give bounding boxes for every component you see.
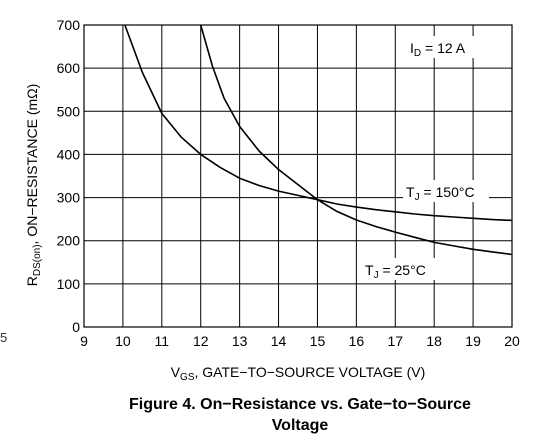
x-tick-label: 14 (271, 333, 287, 349)
condition-label-bg (406, 36, 488, 58)
x-tick-labels: 9 10 11 12 13 14 15 16 17 18 19 20 (80, 333, 520, 349)
page-edge-mark: 5 (0, 330, 8, 345)
y-tick-labels: 0 100 200 300 400 500 600 700 (57, 17, 81, 335)
x-tick-label: 15 (310, 333, 326, 349)
grid (83, 24, 513, 328)
y-tick-label: 300 (57, 190, 81, 206)
figure-caption: Figure 4. On−Resistance vs. Gate−to−Sour… (129, 396, 471, 413)
x-tick-label: 19 (465, 333, 481, 349)
series-label-25c-bg (362, 258, 444, 280)
x-tick-label: 16 (349, 333, 365, 349)
y-tick-label: 700 (57, 17, 81, 33)
x-tick-label: 20 (504, 333, 520, 349)
chart-svg: 9 10 11 12 13 14 15 16 17 18 19 20 0 100 200 300 400 500… (24, 17, 520, 383)
figure-caption-line2: Voltage (271, 417, 329, 434)
x-tick-label: 9 (80, 333, 88, 349)
y-tick-label: 200 (57, 233, 81, 249)
x-axis-label: VGS, GATE−TO−SOURCE VOLTAGE (V) (171, 364, 426, 383)
series-line-25c (199, 24, 513, 256)
x-tick-label: 12 (193, 333, 209, 349)
x-tick-label: 10 (115, 333, 131, 349)
x-tick-label: 17 (387, 333, 403, 349)
y-tick-label: 100 (57, 276, 81, 292)
x-tick-label: 18 (426, 333, 442, 349)
y-tick-label: 0 (72, 319, 80, 335)
series-label-150c: TJ = 150°C (406, 184, 475, 203)
y-axis-label: RDS(on), ON−RESISTANCE (mΩ) (24, 84, 43, 287)
series-label-25c: TJ = 25°C (365, 262, 426, 281)
plot-frame (83, 24, 513, 328)
series-label-150c-bg (403, 180, 489, 202)
y-tick-label: 500 (57, 103, 81, 119)
y-tick-label: 400 (57, 146, 81, 162)
curves (124, 24, 513, 256)
x-tick-label: 11 (155, 333, 170, 349)
x-tick-label: 13 (232, 333, 248, 349)
condition-label: ID = 12 A (410, 40, 466, 59)
y-tick-label: 600 (57, 60, 81, 76)
